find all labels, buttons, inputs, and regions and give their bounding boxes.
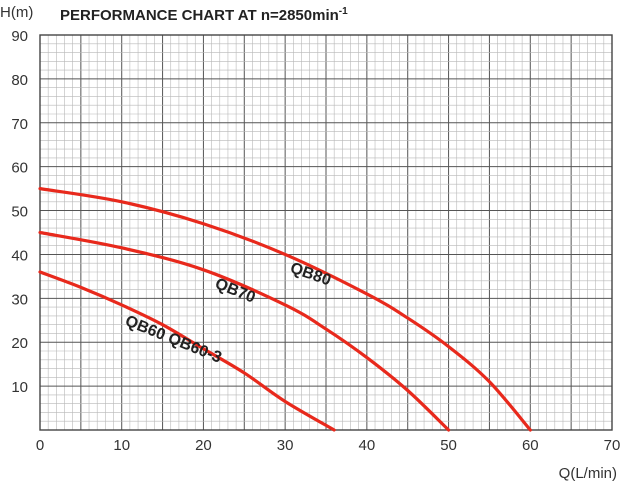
x-tick-label: 40 [359, 437, 376, 454]
y-tick-label: 50 [11, 204, 28, 221]
tick-labels: 0 10 20 30 40 50 60 70 10 20 30 40 50 60 70 80 90 [11, 28, 620, 454]
chart-title-superscript: -1 [339, 6, 348, 17]
y-axis-label: H(m) [0, 4, 33, 21]
y-tick-label: 30 [11, 291, 28, 308]
y-tick-label: 20 [11, 335, 28, 352]
grid [39, 34, 613, 431]
series-line-2 [38, 230, 451, 432]
y-tick-label: 60 [11, 160, 28, 177]
x-tick-label: 20 [195, 437, 212, 454]
y-tick-label: 90 [11, 28, 28, 45]
y-tick-label: 40 [11, 247, 28, 264]
y-tick-label: 10 [11, 379, 28, 396]
curves [38, 187, 532, 432]
series-line-3 [38, 270, 336, 432]
x-tick-label: 0 [36, 437, 44, 454]
y-tick-label: 80 [11, 72, 28, 89]
chart-title-main: PERFORMANCE CHART AT n=2850min [60, 7, 339, 24]
x-tick-label: 50 [440, 437, 457, 454]
x-axis-label: Q(L/min) [559, 465, 617, 482]
x-tick-label: 70 [604, 437, 621, 454]
chart-title: PERFORMANCE CHART AT n=2850min-1 [60, 6, 348, 24]
x-tick-label: 10 [113, 437, 130, 454]
x-tick-label: 30 [277, 437, 294, 454]
x-tick-label: 60 [522, 437, 539, 454]
y-tick-label: 70 [11, 116, 28, 133]
series-line-1 [38, 187, 532, 432]
series-label-2: QB70 [213, 275, 258, 306]
